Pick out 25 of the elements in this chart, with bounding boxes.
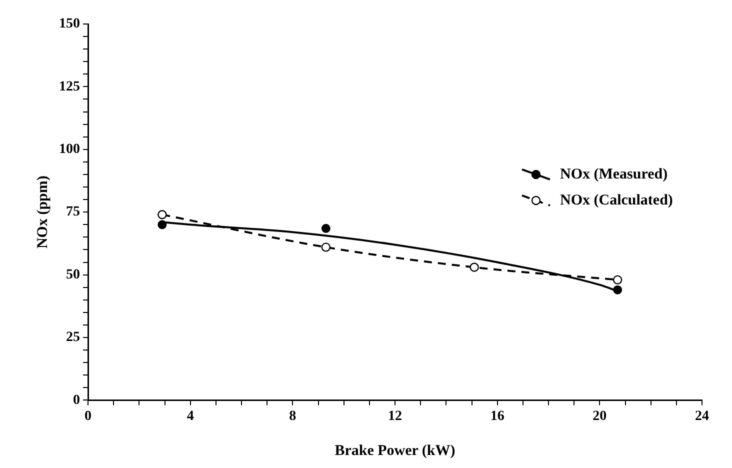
x-tick-label: 4 — [186, 409, 194, 424]
point — [470, 262, 479, 272]
legend-label: NOx (Calculated) — [560, 192, 673, 208]
point — [613, 285, 622, 294]
y-tick-label: 150 — [59, 16, 80, 32]
x-tick-label: 20 — [592, 409, 607, 424]
y-tick-label: 50 — [66, 267, 80, 282]
point — [612, 275, 622, 284]
y-tick-label: 125 — [59, 79, 80, 94]
y-tick-label: 0 — [73, 392, 80, 408]
x-axis-title: Brake Power (kW) — [334, 442, 456, 459]
x-tick-label: 12 — [388, 409, 402, 424]
y-axis-title: NOx (ppm) — [34, 176, 51, 249]
y-tick-label: 75 — [66, 204, 80, 220]
y-tick-label: 100 — [59, 142, 80, 158]
x-tick-label: 24 — [695, 409, 709, 424]
x-tick-label: 16 — [490, 409, 504, 424]
point — [158, 220, 167, 230]
y-tick-label: 25 — [66, 330, 80, 346]
point — [321, 224, 330, 233]
point — [321, 242, 331, 252]
x-tick-label: 0 — [84, 409, 92, 424]
legend-label: NOx (Measured) — [560, 166, 668, 182]
x-tick-label: 8 — [289, 409, 296, 424]
point — [158, 210, 167, 220]
